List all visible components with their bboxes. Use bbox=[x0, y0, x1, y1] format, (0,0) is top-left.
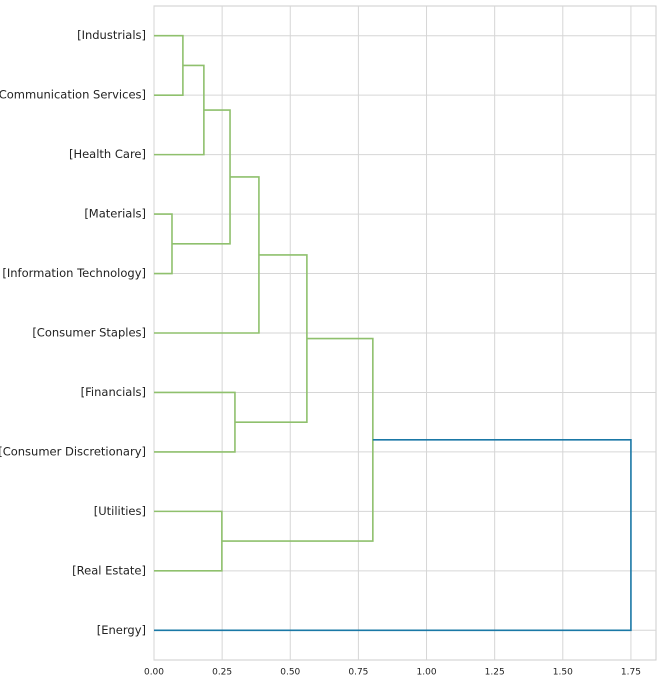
dendrogram-link bbox=[154, 34, 184, 96]
y-tick-label: [Energy] bbox=[97, 623, 146, 637]
x-tick-label: 0.00 bbox=[144, 668, 164, 678]
x-tick-label: 1.50 bbox=[553, 668, 573, 678]
dendrogram-link bbox=[154, 391, 236, 453]
y-tick-label: [Consumer Staples] bbox=[32, 326, 146, 340]
dendrogram-link bbox=[234, 254, 308, 423]
y-tick-label: [Real Estate] bbox=[72, 563, 146, 577]
x-tick-label: 0.75 bbox=[348, 668, 368, 678]
x-tick-label: 1.00 bbox=[417, 668, 437, 678]
x-tick-label: 0.50 bbox=[280, 668, 300, 678]
dendrogram-link bbox=[154, 439, 632, 632]
x-tick-label: 1.75 bbox=[621, 668, 641, 678]
x-tick-label: 0.25 bbox=[212, 668, 232, 678]
x-tick-label: 1.25 bbox=[485, 668, 505, 678]
y-tick-label: [Industrials] bbox=[77, 28, 146, 42]
y-tick-label: [Utilities] bbox=[94, 504, 146, 518]
dendrogram-link bbox=[221, 337, 374, 542]
y-tick-label: [Consumer Discretionary] bbox=[0, 444, 146, 458]
y-tick-label: [Financials] bbox=[81, 385, 146, 399]
y-tick-label: [Information Technology] bbox=[2, 266, 146, 280]
y-tick-label: [Communication Services] bbox=[0, 88, 146, 102]
y-tick-label: [Materials] bbox=[84, 207, 146, 221]
y-tick-label: [Health Care] bbox=[69, 147, 146, 161]
